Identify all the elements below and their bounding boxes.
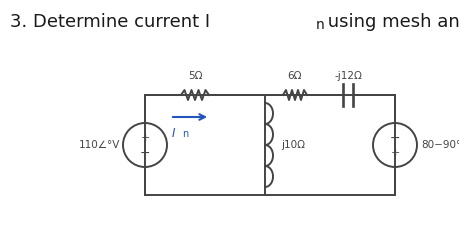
Text: −: − [140, 146, 150, 160]
Text: 110∠°V: 110∠°V [78, 140, 120, 150]
Text: -j12Ω: -j12Ω [333, 71, 361, 81]
Text: +: + [140, 133, 149, 143]
Text: −: − [389, 131, 399, 145]
Text: n: n [182, 129, 188, 139]
Text: 80−90°V: 80−90°V [420, 140, 459, 150]
Text: 5Ω: 5Ω [187, 71, 202, 81]
Text: 3. Determine current I: 3. Determine current I [10, 13, 210, 31]
Text: n: n [315, 18, 324, 32]
Text: I: I [172, 127, 175, 140]
Text: 6Ω: 6Ω [287, 71, 302, 81]
Text: j10Ω: j10Ω [280, 140, 304, 150]
Text: using mesh analysis.: using mesh analysis. [321, 13, 459, 31]
Text: +: + [390, 148, 399, 158]
